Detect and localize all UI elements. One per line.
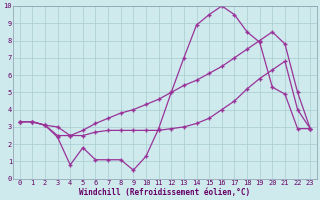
X-axis label: Windchill (Refroidissement éolien,°C): Windchill (Refroidissement éolien,°C) — [79, 188, 251, 197]
